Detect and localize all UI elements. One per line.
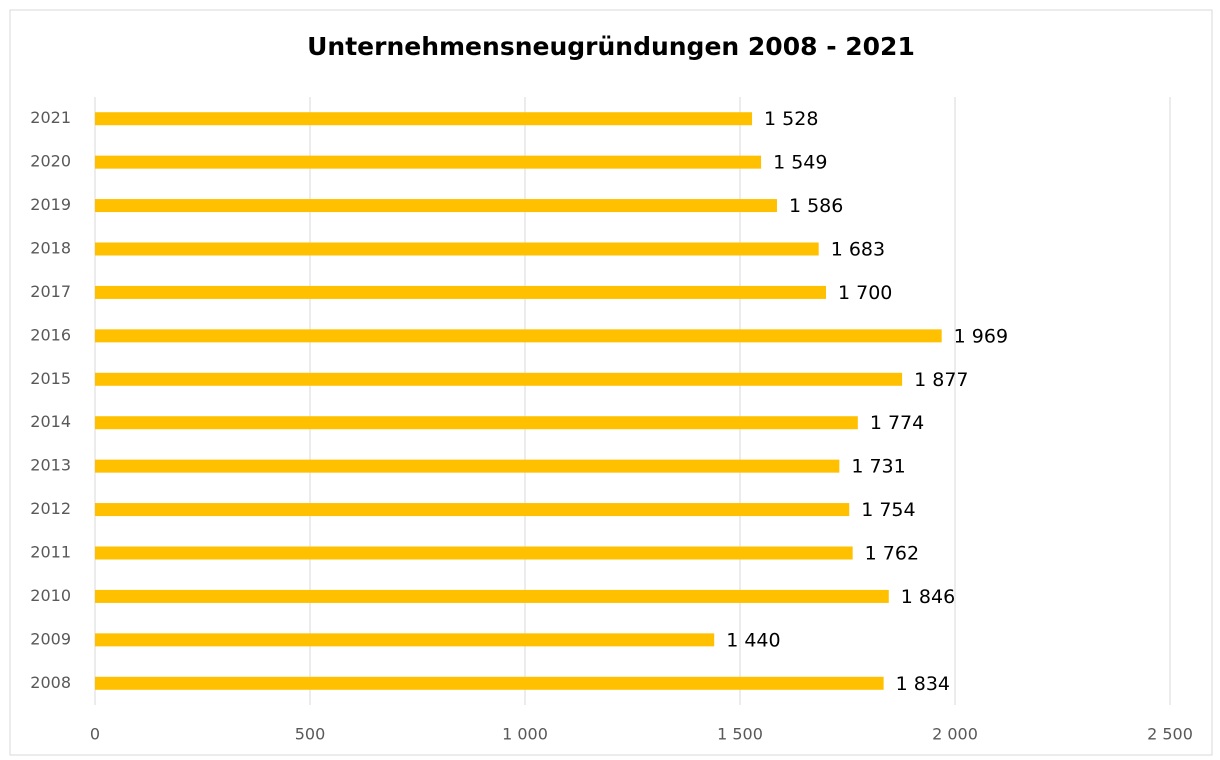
bar <box>95 503 850 517</box>
data-label: 1 549 <box>773 152 827 174</box>
bar <box>95 199 777 213</box>
data-label: 1 762 <box>865 543 919 565</box>
bar <box>95 112 753 126</box>
y-tick-label: 2011 <box>30 543 71 562</box>
data-label: 1 877 <box>914 369 968 391</box>
bar <box>95 329 942 343</box>
data-label: 1 834 <box>896 673 950 695</box>
bar <box>95 676 884 690</box>
data-label: 1 846 <box>901 586 955 608</box>
y-tick-label: 2019 <box>30 195 71 214</box>
x-tick-label: 1 500 <box>717 725 763 744</box>
bar <box>95 155 762 169</box>
y-tick-label: 2012 <box>30 499 71 518</box>
data-label: 1 586 <box>789 195 843 217</box>
data-label: 1 731 <box>851 456 905 478</box>
x-tick-label: 2 000 <box>932 725 978 744</box>
data-label: 1 774 <box>870 412 924 434</box>
y-tick-label: 2015 <box>30 369 71 388</box>
bar <box>95 589 889 603</box>
data-label: 1 683 <box>831 239 885 261</box>
x-tick-label: 500 <box>295 725 326 744</box>
y-tick-label: 2014 <box>30 412 71 431</box>
y-tick-label: 2013 <box>30 456 71 475</box>
bar <box>95 546 853 560</box>
y-tick-label: 2018 <box>30 239 71 258</box>
data-label: 1 969 <box>954 325 1008 347</box>
y-tick-label: 2010 <box>30 586 71 605</box>
bar <box>95 416 858 430</box>
bar <box>95 633 715 647</box>
x-tick-label: 2 500 <box>1147 725 1193 744</box>
x-tick-label: 1 000 <box>502 725 548 744</box>
bar <box>95 459 840 473</box>
data-label: 1 440 <box>726 629 780 651</box>
y-tick-label: 2016 <box>30 325 71 344</box>
data-label: 1 700 <box>838 282 892 304</box>
bar <box>95 372 903 386</box>
chart-title: Unternehmensneugründungen 2008 - 2021 <box>307 32 915 61</box>
data-label: 1 528 <box>764 108 818 130</box>
y-tick-label: 2008 <box>30 673 71 692</box>
bar <box>95 285 826 299</box>
bar <box>95 242 819 256</box>
y-tick-label: 2020 <box>30 152 71 171</box>
x-tick-label: 0 <box>90 725 100 744</box>
y-tick-label: 2009 <box>30 629 71 648</box>
y-tick-label: 2017 <box>30 282 71 301</box>
y-tick-label: 2021 <box>30 108 71 127</box>
data-label: 1 754 <box>861 499 915 521</box>
